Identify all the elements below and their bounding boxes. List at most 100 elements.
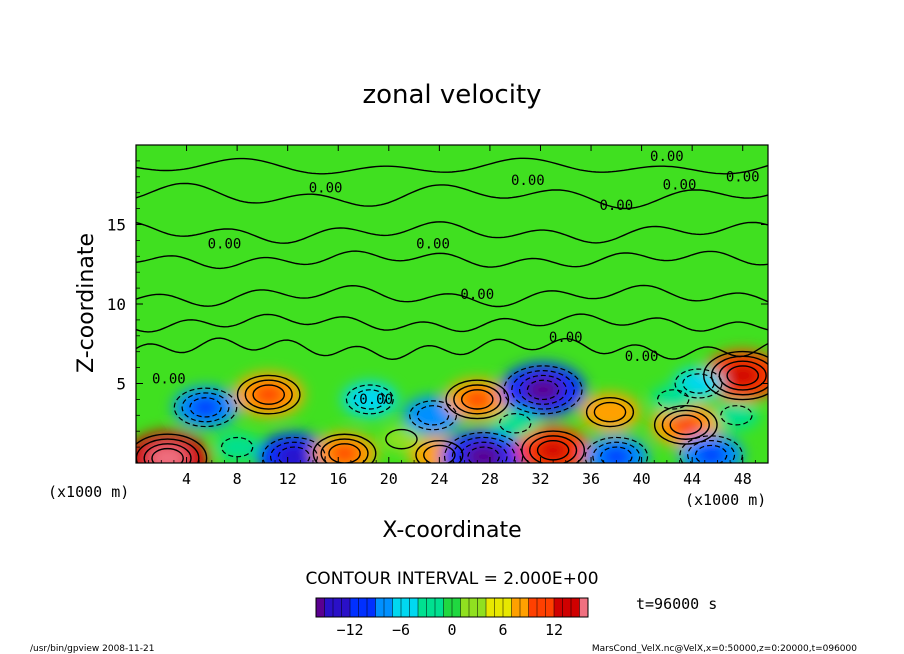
colorbar-segment <box>460 598 470 617</box>
velocity-cell <box>381 426 422 452</box>
negative-contour <box>679 435 743 463</box>
colorbar-segment <box>477 598 487 617</box>
zero-contour <box>136 157 768 175</box>
negative-contour <box>189 397 222 418</box>
velocity-core <box>535 438 572 463</box>
colorbar-frame <box>315 597 589 618</box>
contour-label: 0.00 <box>359 392 393 408</box>
contour-interval-text: CONTOUR INTERVAL = 2.000E+00 <box>305 569 598 589</box>
chart-title: zonal velocity <box>362 80 541 110</box>
x-tick-label: 20 <box>380 470 398 488</box>
zero-contour <box>136 284 768 308</box>
positive-contour <box>312 433 377 463</box>
velocity-cell <box>580 392 640 432</box>
negative-contour <box>345 384 394 415</box>
positive-contour <box>529 435 578 463</box>
x-tick-label: 44 <box>683 470 701 488</box>
x-units-right: (x1000 m) <box>685 491 766 509</box>
negative-contour <box>657 389 690 410</box>
colorbar-segment <box>435 598 444 617</box>
colorbar-segment <box>375 598 385 617</box>
negative-contour <box>600 446 633 463</box>
colorbar-segment <box>443 598 453 617</box>
contour-label: 0.00 <box>599 198 633 214</box>
colorbar-segment <box>571 598 580 617</box>
x-tick-label: 28 <box>481 470 499 488</box>
x-tick-label: 4 <box>182 470 191 488</box>
x-tick-label: 40 <box>633 470 651 488</box>
positive-contour <box>328 443 361 463</box>
positive-contour <box>252 384 286 405</box>
positive-contour <box>521 430 586 463</box>
positive-contour <box>703 350 768 401</box>
velocity-core <box>276 444 312 463</box>
x-tick-label: 16 <box>329 470 347 488</box>
footer-left: /usr/bin/gpview 2008-11-21 <box>30 644 154 654</box>
colorbar-segment <box>350 598 359 617</box>
colorbar-segment <box>333 598 342 617</box>
negative-contour <box>467 446 500 463</box>
colorbar-tick-label: 6 <box>498 621 507 639</box>
positive-contour <box>453 384 502 415</box>
negative-contour <box>592 441 641 463</box>
time-text: t=96000 s <box>636 595 717 613</box>
x-tick-label: 48 <box>734 470 752 488</box>
y-tick-label: 5 <box>116 375 126 394</box>
negative-contour <box>499 413 532 434</box>
negative-contour <box>262 436 326 463</box>
contour-label: 0.00 <box>663 178 697 194</box>
positive-contour <box>669 414 703 436</box>
colorbar-segment <box>426 598 436 617</box>
negative-contour <box>270 441 318 463</box>
contour-label: 0.00 <box>511 173 545 189</box>
contour-label: 0.00 <box>152 372 186 388</box>
negative-contour <box>674 368 723 399</box>
y-axis: 5 10 15 <box>107 160 768 448</box>
colorbar-segment <box>418 598 427 617</box>
velocity-core <box>463 443 504 463</box>
zero-contour <box>136 313 768 333</box>
velocity-core <box>600 446 632 463</box>
negative-contour <box>409 400 458 431</box>
negative-contour <box>353 389 387 410</box>
negative-contour <box>503 365 583 415</box>
contour-label: 0.00 <box>460 287 494 303</box>
x-units-left: (x1000 m) <box>48 483 129 501</box>
velocity-core <box>147 444 188 463</box>
y-tick-label: 15 <box>107 216 126 235</box>
negative-contour <box>220 436 254 458</box>
colorbar-segment <box>367 598 376 617</box>
negative-contour <box>720 405 753 426</box>
x-tick-label: 32 <box>531 470 549 488</box>
colorbar-segment <box>545 598 555 617</box>
colorbar-segment <box>341 598 351 617</box>
colorbar-segment <box>503 598 512 617</box>
colorbar-segment <box>520 598 529 617</box>
x-tick-label: 8 <box>233 470 242 488</box>
positive-contour <box>236 374 301 415</box>
positive-contour <box>445 379 510 420</box>
velocity-cell <box>342 381 398 417</box>
colorbar-segment <box>409 598 419 617</box>
colorbar-segment <box>401 598 410 617</box>
colorbar-segment <box>562 598 572 617</box>
negative-contour <box>526 379 560 401</box>
colorbar-segment <box>316 598 325 617</box>
positive-contour <box>151 447 184 463</box>
y-tick-label: 10 <box>107 295 126 314</box>
velocity-core <box>189 396 222 418</box>
colorbar-segment <box>579 598 589 617</box>
colorbar-segment <box>469 598 478 617</box>
negative-contour <box>444 432 524 463</box>
y-axis-label: Z-coordinate <box>74 233 99 373</box>
positive-contour <box>718 360 767 391</box>
plot-area <box>136 145 768 463</box>
velocity-core <box>723 362 762 389</box>
colorbar-segment <box>537 598 546 617</box>
negative-contour <box>694 444 728 463</box>
positive-contour <box>653 404 718 445</box>
negative-contour <box>277 446 311 463</box>
velocity-core <box>251 383 286 406</box>
x-tick-label: 24 <box>430 470 448 488</box>
negative-contour <box>584 436 649 463</box>
